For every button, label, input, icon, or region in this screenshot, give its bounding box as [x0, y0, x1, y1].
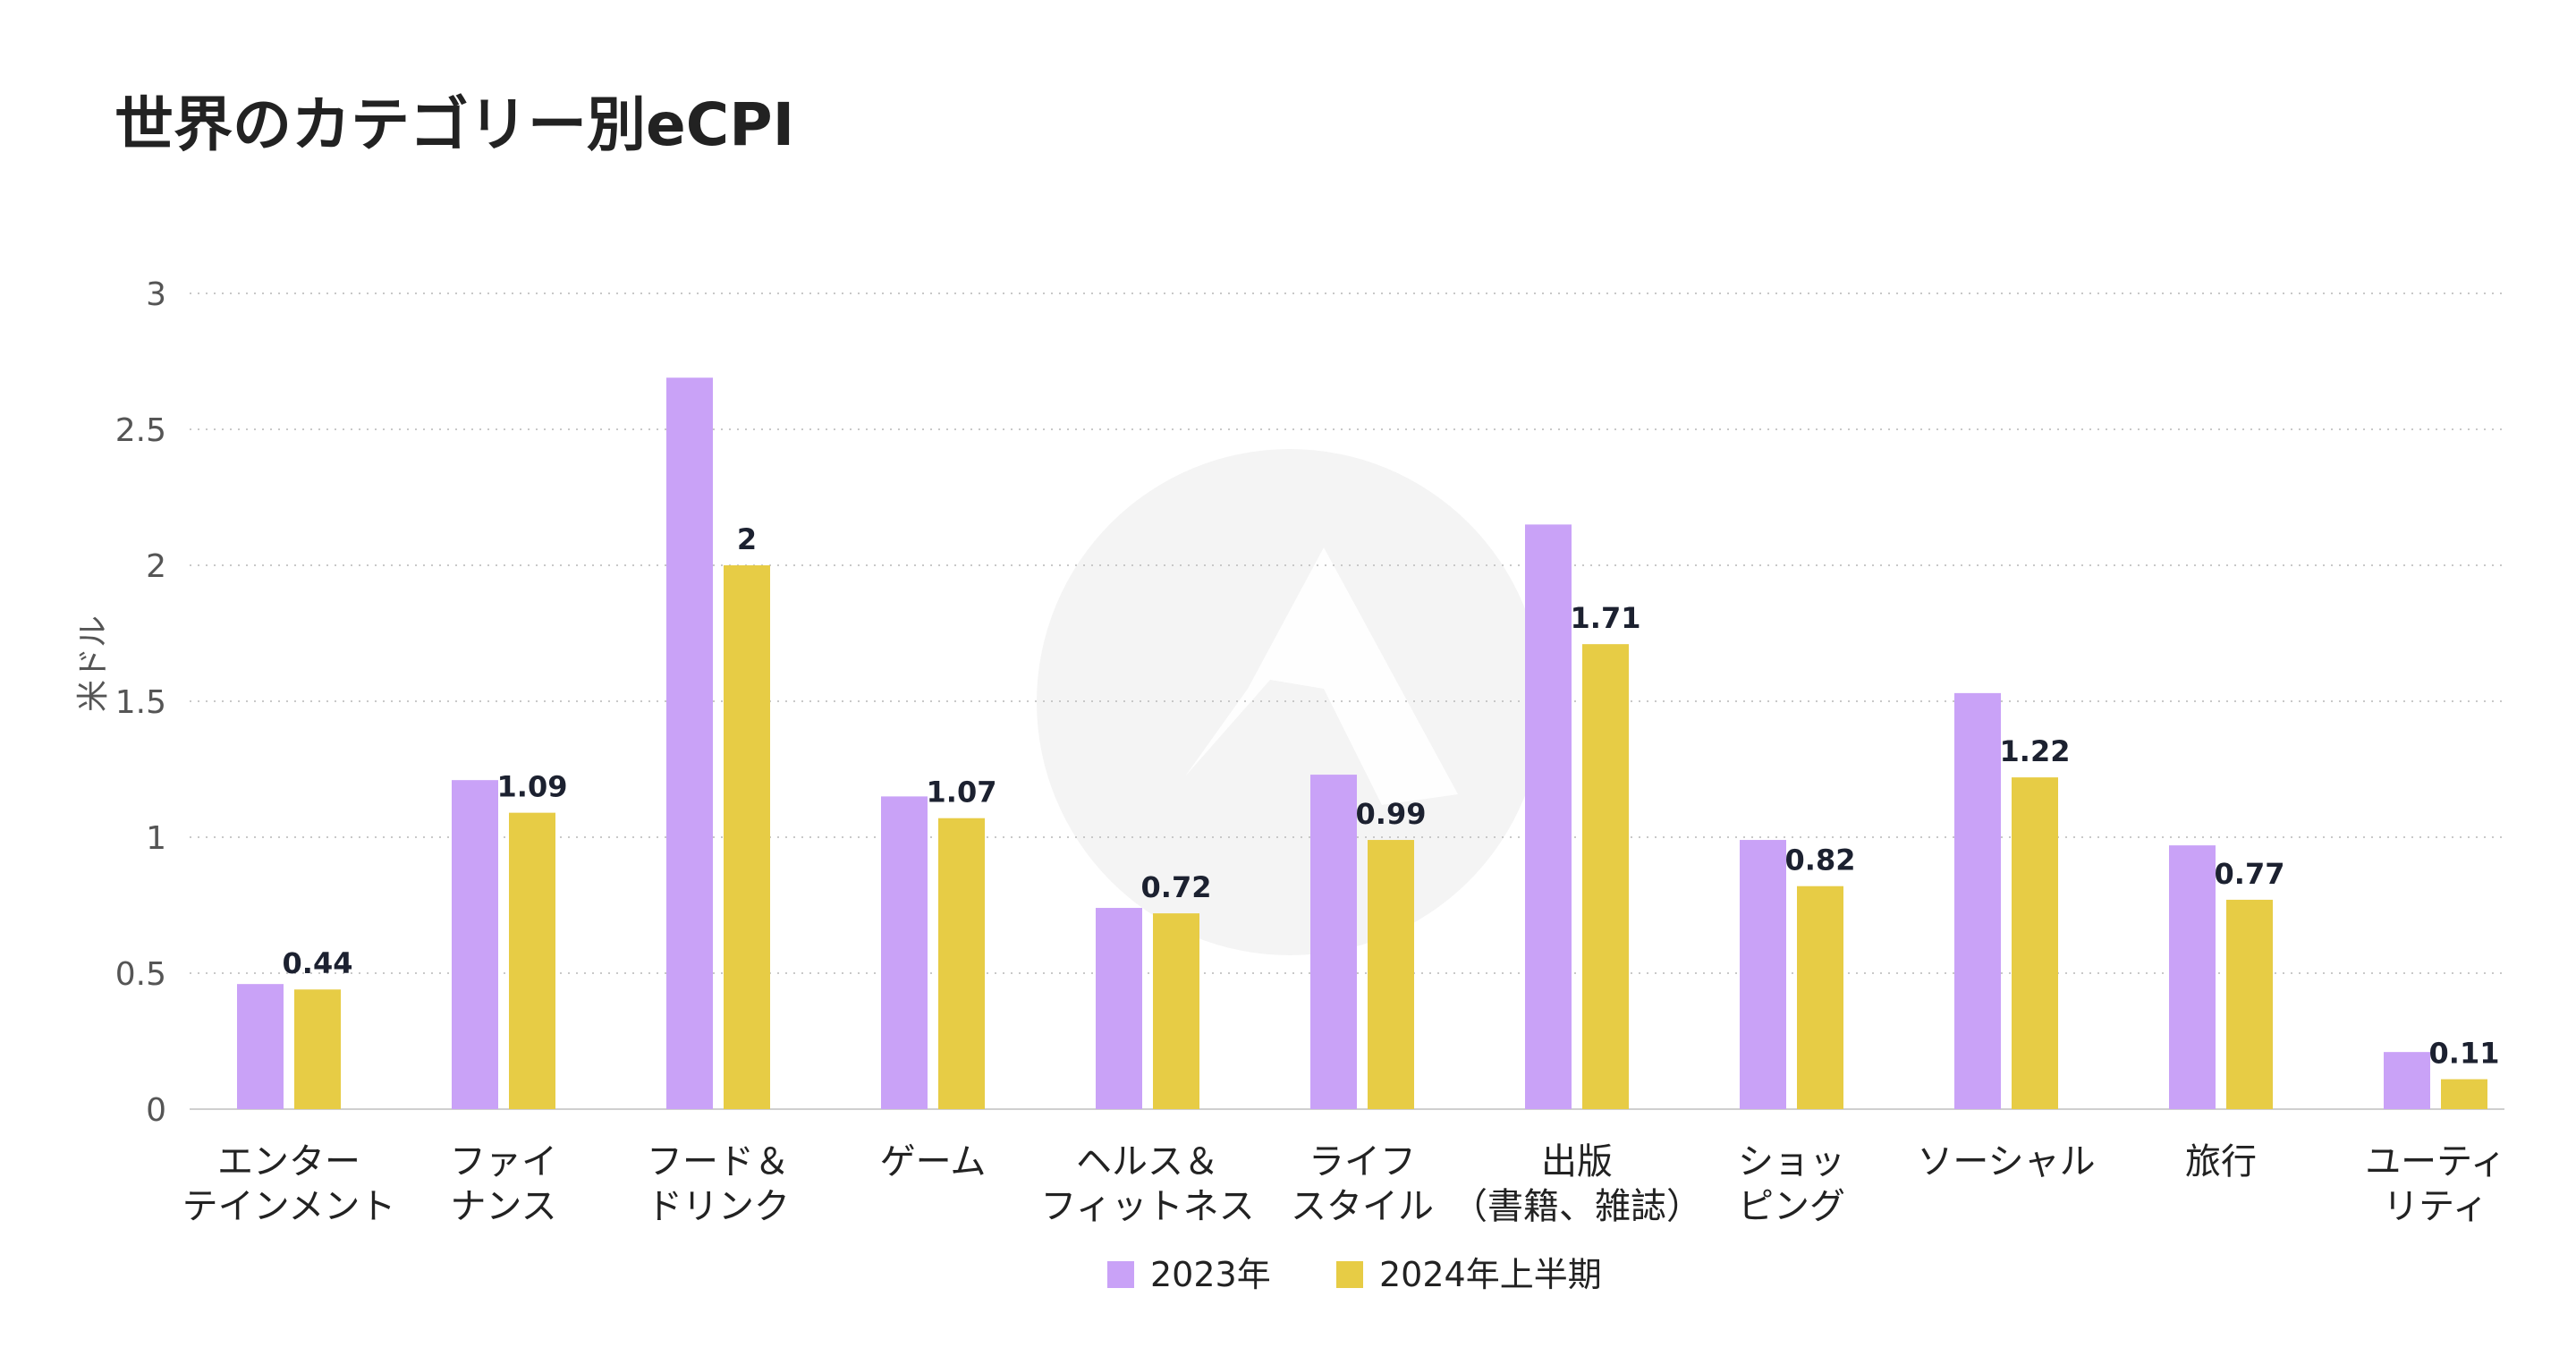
x-tick-label: （書籍、雑誌） — [1452, 1186, 1702, 1227]
legend-swatch — [1336, 1261, 1363, 1288]
x-tick-label: ピング — [1738, 1186, 1845, 1227]
legend-label: 2023年 — [1150, 1255, 1271, 1294]
bar-2023 — [1310, 775, 1357, 1109]
bar-2024h1 — [1368, 840, 1414, 1109]
data-label: 0.11 — [2429, 1037, 2500, 1071]
chart-title: 世界のカテゴリー別eCPI — [114, 90, 794, 159]
data-labels: 0.44 1.09 2 1.07 0.72 0.99 1.71 0.82 1.22 0.77 0.1… — [283, 522, 2500, 1071]
bar-2024h1 — [294, 989, 341, 1109]
bar-2023 — [666, 377, 713, 1109]
y-tick-label: 1.5 — [115, 684, 166, 721]
x-tick-label: テインメント — [182, 1186, 396, 1227]
data-label: 0.77 — [2215, 857, 2285, 891]
data-label: 0.44 — [283, 946, 353, 980]
x-tick-label: フィットネス — [1040, 1186, 1254, 1227]
y-tick-label: 1 — [146, 820, 166, 857]
data-label: 1.09 — [497, 770, 568, 804]
y-tick-label: 0.5 — [115, 956, 166, 993]
legend-label: 2024年上半期 — [1379, 1255, 1602, 1294]
data-label: 0.72 — [1141, 870, 1212, 904]
x-tick-label: フード＆ — [647, 1141, 790, 1182]
legend: 2023年 2024年上半期 — [1107, 1255, 1602, 1294]
x-tick-label: ソーシャル — [1917, 1141, 2095, 1182]
bar-2024h1 — [1153, 913, 1199, 1109]
data-label: 2 — [737, 522, 757, 556]
data-label: 0.82 — [1785, 843, 1856, 877]
bar-2024h1 — [2441, 1079, 2487, 1109]
y-tick-label: 2 — [146, 548, 166, 585]
x-tick-label: リティ — [2383, 1186, 2488, 1227]
bar-2023 — [2384, 1052, 2430, 1109]
bar-2023 — [2169, 845, 2216, 1109]
bar-2024h1 — [509, 812, 555, 1109]
y-tick-label: 0 — [146, 1092, 166, 1129]
bar-2024h1 — [938, 818, 985, 1109]
data-label: 1.07 — [927, 775, 997, 809]
bar-2023 — [881, 796, 928, 1109]
data-label: 1.71 — [1571, 601, 1641, 635]
bar-2023 — [1096, 908, 1142, 1109]
x-tick-label: ドリンク — [647, 1186, 790, 1227]
x-tick-label: ヘルス＆ — [1076, 1141, 1219, 1182]
x-tick-label: エンター — [217, 1141, 360, 1182]
y-tick-label: 2.5 — [115, 412, 166, 449]
bar-2023 — [237, 984, 284, 1109]
bar-2024h1 — [1797, 886, 1843, 1109]
legend-swatch — [1107, 1261, 1134, 1288]
bar-2023 — [1740, 840, 1786, 1109]
x-tick-label: ユーティ — [2365, 1141, 2506, 1182]
watermark-logo-icon — [1037, 449, 1543, 955]
bar-2023 — [1954, 692, 2001, 1109]
x-tick-label: ゲーム — [880, 1141, 987, 1182]
y-axis-ticks: 0 0.5 1 1.5 2 2.5 3 — [115, 276, 166, 1129]
y-axis-label: 米ドル — [75, 615, 112, 712]
bar-2024h1 — [1582, 644, 1629, 1109]
bars — [237, 377, 2487, 1109]
bar-2024h1 — [724, 565, 770, 1109]
bar-2024h1 — [2012, 777, 2058, 1109]
y-tick-label: 3 — [146, 276, 166, 313]
bar-2023 — [1525, 524, 1572, 1109]
x-tick-label: 出版 — [1541, 1141, 1613, 1182]
x-tick-label: ライフ — [1309, 1141, 1416, 1182]
x-tick-label: ショッ — [1738, 1141, 1845, 1182]
bar-2023 — [452, 780, 498, 1109]
x-tick-label: 旅行 — [2185, 1141, 2257, 1182]
bar-2024h1 — [2226, 899, 2273, 1109]
x-tick-label: ナンス — [450, 1186, 556, 1227]
x-tick-label: スタイル — [1291, 1186, 1434, 1227]
x-tick-label: ファイ — [450, 1141, 557, 1182]
data-label: 0.99 — [1356, 797, 1427, 831]
data-label: 1.22 — [2000, 734, 2071, 768]
